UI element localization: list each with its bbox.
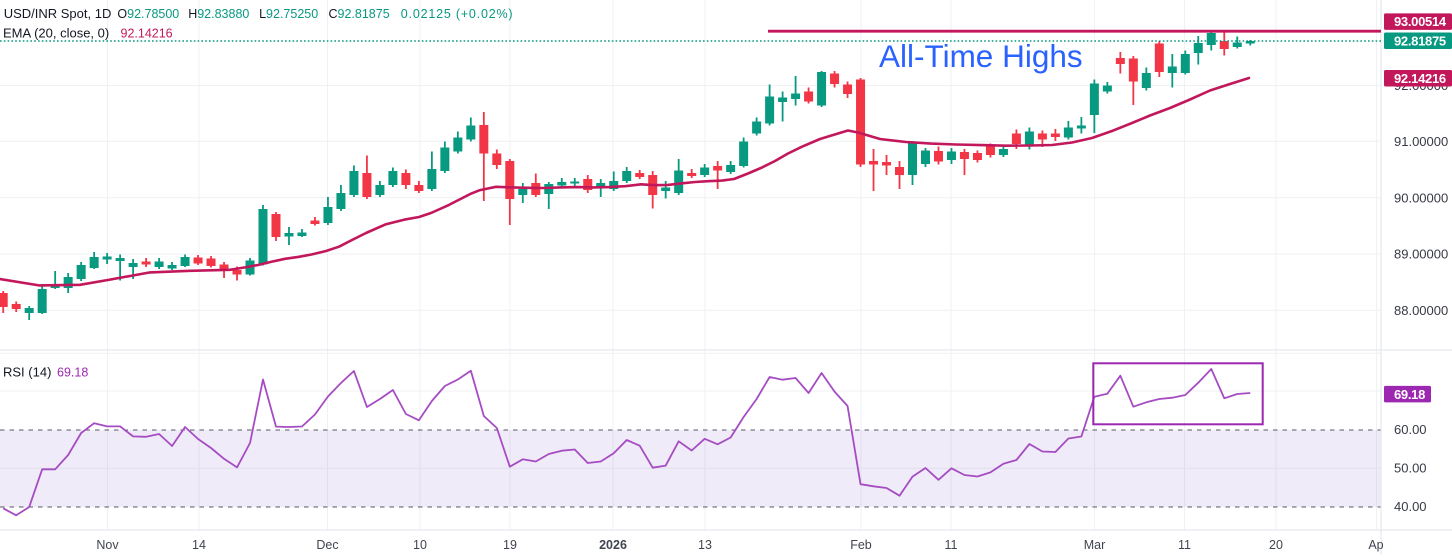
- svg-text:13: 13: [698, 538, 712, 552]
- svg-text:19: 19: [503, 538, 517, 552]
- svg-text:Nov: Nov: [96, 538, 119, 552]
- svg-text:93.00514: 93.00514: [1394, 14, 1447, 29]
- svg-text:89.00000: 89.00000: [1394, 247, 1448, 262]
- svg-text:92.81875: 92.81875: [1394, 33, 1446, 48]
- svg-text:EMA (20, close, 0): EMA (20, close, 0): [3, 26, 109, 41]
- svg-text:10: 10: [413, 538, 427, 552]
- svg-text:C92.81875: C92.81875: [329, 7, 390, 21]
- svg-text:RSI (14): RSI (14): [3, 365, 51, 380]
- svg-text:60.00: 60.00: [1394, 422, 1427, 437]
- svg-text:90.00000: 90.00000: [1394, 190, 1448, 205]
- svg-text:Mar: Mar: [1084, 538, 1106, 552]
- svg-text:20: 20: [1269, 538, 1283, 552]
- svg-text:14: 14: [192, 538, 206, 552]
- svg-text:Dec: Dec: [316, 538, 338, 552]
- svg-text:USD/INR Spot, 1D: USD/INR Spot, 1D: [4, 6, 112, 21]
- svg-text:92.14216: 92.14216: [1394, 71, 1446, 86]
- svg-text:All-Time Highs: All-Time Highs: [879, 38, 1083, 74]
- svg-text:Feb: Feb: [850, 538, 872, 552]
- svg-text:92.14216: 92.14216: [121, 27, 173, 41]
- svg-text:88.00000: 88.00000: [1394, 303, 1448, 318]
- svg-text:Ap: Ap: [1368, 538, 1383, 552]
- svg-text:11: 11: [1178, 538, 1191, 552]
- svg-text:69.18: 69.18: [57, 366, 88, 380]
- svg-text:40.00: 40.00: [1394, 499, 1427, 514]
- svg-text:50.00: 50.00: [1394, 460, 1427, 475]
- svg-text:11: 11: [945, 538, 958, 552]
- svg-text:91.00000: 91.00000: [1394, 134, 1448, 149]
- svg-text:L92.75250: L92.75250: [259, 7, 318, 21]
- svg-text:H92.83880: H92.83880: [188, 7, 249, 21]
- svg-text:O92.78500: O92.78500: [117, 7, 179, 21]
- svg-text:2026: 2026: [599, 538, 627, 552]
- svg-text:69.18: 69.18: [1394, 387, 1425, 402]
- svg-text:0.02125 (+0.02%): 0.02125 (+0.02%): [401, 7, 514, 21]
